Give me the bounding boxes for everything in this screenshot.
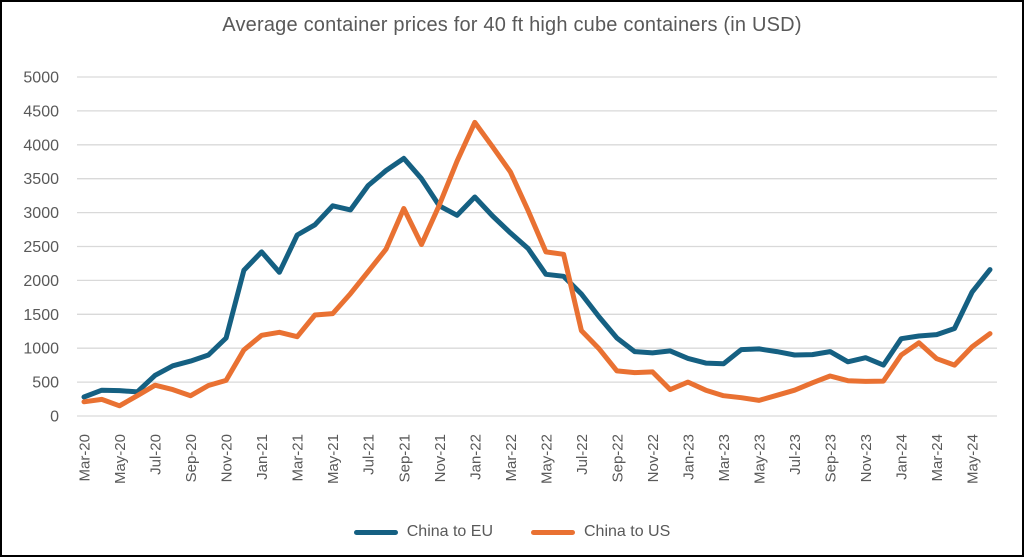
x-axis-tick-label: Mar-23 bbox=[716, 434, 733, 482]
x-axis-tick-label: May-20 bbox=[112, 434, 129, 484]
series-line-china-to-eu bbox=[81, 155, 993, 400]
y-axis-tick-label: 4000 bbox=[23, 137, 59, 154]
x-axis-tick-label: Jan-23 bbox=[681, 434, 698, 480]
x-axis-tick-label: Sep-23 bbox=[823, 434, 840, 482]
chart-legend: China to EU China to US bbox=[2, 523, 1022, 541]
x-axis-tick-label: Nov-21 bbox=[432, 434, 449, 482]
x-axis-tick-label: May-21 bbox=[325, 434, 342, 484]
y-axis-tick-label: 1500 bbox=[23, 307, 59, 324]
x-axis-tick-label: Mar-21 bbox=[290, 434, 307, 482]
y-axis-tick-label: 1000 bbox=[23, 341, 59, 358]
y-axis-tick-label: 500 bbox=[32, 375, 59, 392]
y-axis-tick-label: 3000 bbox=[23, 205, 59, 222]
y-axis-tick-label: 5000 bbox=[23, 70, 59, 87]
x-axis-tick-label: Sep-21 bbox=[396, 434, 413, 482]
y-axis-tick-label: 3500 bbox=[23, 171, 59, 188]
x-axis-tick-label: Jul-23 bbox=[787, 434, 804, 475]
x-axis-tick-label: Jan-24 bbox=[894, 434, 911, 480]
series-line-china-to-us bbox=[81, 119, 993, 409]
x-axis-tick-label: Sep-22 bbox=[609, 434, 626, 482]
x-axis-tick-label: Jul-22 bbox=[574, 434, 591, 475]
x-axis-tick-label: Nov-20 bbox=[219, 434, 236, 482]
legend-line-swatch-china-to-us bbox=[531, 529, 575, 535]
x-axis-tick-label: Mar-24 bbox=[929, 434, 946, 482]
x-axis-tick-label: Jul-21 bbox=[361, 434, 378, 475]
legend-label-china-to-us: China to US bbox=[584, 523, 671, 540]
x-axis-tick-label: Sep-20 bbox=[183, 434, 200, 482]
y-axis-tick-label: 4500 bbox=[23, 103, 59, 120]
legend-label-china-to-eu: China to EU bbox=[406, 523, 493, 540]
x-axis-tick-label: May-23 bbox=[752, 434, 769, 484]
y-axis-tick-label: 2000 bbox=[23, 273, 59, 290]
x-axis-tick-label: Jan-21 bbox=[254, 434, 271, 480]
x-axis-tick-label: Mar-20 bbox=[77, 434, 94, 482]
legend-item-china-to-us[interactable]: China to US bbox=[531, 523, 670, 541]
x-axis-tick-label: Jan-22 bbox=[467, 434, 484, 480]
x-axis-tick-label: Nov-23 bbox=[858, 434, 875, 482]
x-axis-tick-label: May-22 bbox=[538, 434, 555, 484]
legend-item-china-to-eu[interactable]: China to EU bbox=[353, 523, 493, 541]
y-axis-tick-label: 0 bbox=[50, 409, 59, 426]
x-axis-tick-label: Jul-20 bbox=[148, 434, 165, 475]
x-axis-tick-label: May-24 bbox=[965, 434, 982, 484]
x-axis-tick-label: Nov-22 bbox=[645, 434, 662, 482]
y-axis-tick-label: 2500 bbox=[23, 239, 59, 256]
chart-title: Average container prices for 40 ft high … bbox=[222, 14, 802, 36]
x-axis-tick-label: Mar-22 bbox=[503, 434, 520, 482]
legend-line-swatch-china-to-eu bbox=[353, 529, 398, 535]
